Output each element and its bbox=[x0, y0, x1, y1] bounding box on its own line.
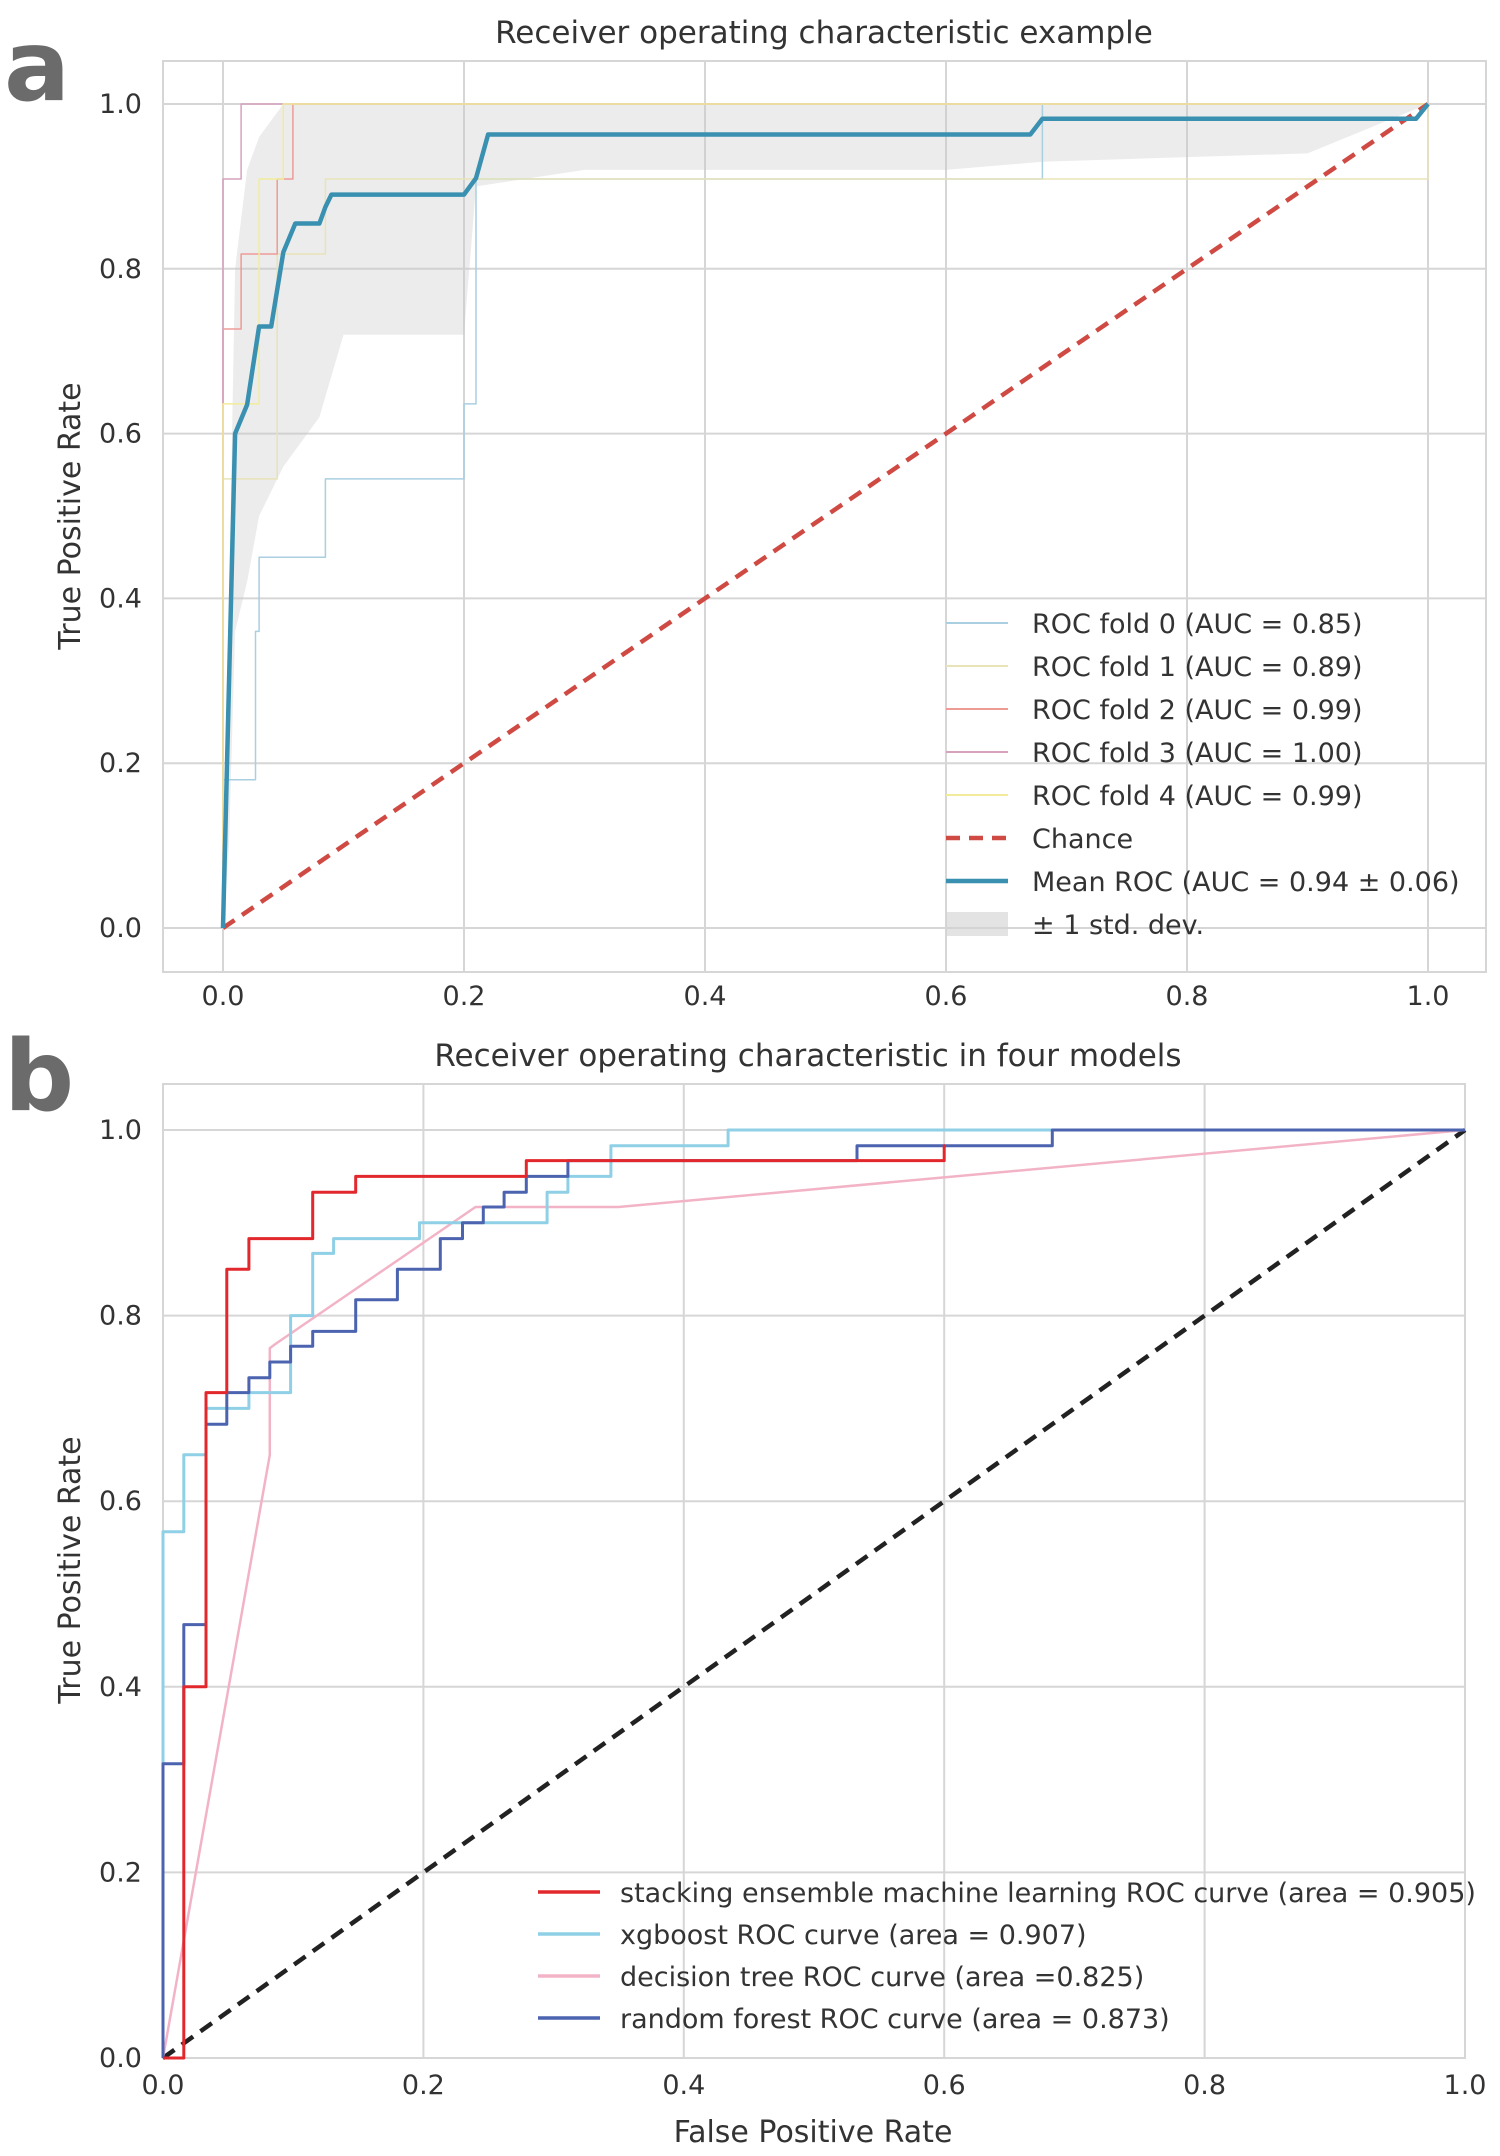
x-tick-label: 0.4 bbox=[684, 981, 727, 1012]
panel-letter-b: b bbox=[4, 1020, 74, 1134]
panel-a-chart: 0.0 0.2 0.4 0.6 0.8 1.0 0.0 0.2 0.4 0.6 0.8 1.0 Re… bbox=[53, 15, 1487, 1012]
legend-label: Mean ROC (AUC = 0.94 ± 0.06) bbox=[1032, 867, 1460, 898]
x-tick-label: 0.8 bbox=[1183, 2070, 1226, 2101]
legend-label: ROC fold 2 (AUC = 0.99) bbox=[1032, 695, 1363, 726]
panel-a-y-ticks: 0.0 0.2 0.4 0.6 0.8 1.0 bbox=[99, 89, 142, 944]
y-tick-label: 0.2 bbox=[99, 1857, 142, 1888]
legend-swatch-1-std-dev bbox=[946, 912, 1008, 936]
y-tick-label: 1.0 bbox=[99, 1115, 142, 1146]
y-tick-label: 0.8 bbox=[99, 254, 142, 285]
series-line-roc-fold-2-auc-0-99 bbox=[222, 103, 1428, 928]
legend-label: Chance bbox=[1032, 824, 1133, 855]
panel-b-y-ticks: 0.0 0.2 0.4 0.6 0.8 1.0 bbox=[99, 1115, 142, 2074]
series-line-diagonal bbox=[161, 1128, 1467, 2060]
legend-label: xgboost ROC curve (area = 0.907) bbox=[620, 1920, 1087, 1951]
series-line-roc-fold-4-auc-0-99 bbox=[222, 103, 1428, 928]
x-tick-label: 0.2 bbox=[443, 981, 486, 1012]
panel-a-series bbox=[220, 102, 1430, 930]
x-tick-label: 0.0 bbox=[142, 2070, 185, 2101]
x-tick-label: 0.6 bbox=[923, 2070, 966, 2101]
legend-label: random forest ROC curve (area = 0.873) bbox=[620, 2004, 1170, 2035]
panel-a-y-axis-label: True Positive Rate bbox=[53, 382, 88, 650]
panel-a-std-band bbox=[223, 104, 1428, 928]
panel-b-grid bbox=[162, 1084, 1466, 2059]
legend-label: ROC fold 3 (AUC = 1.00) bbox=[1032, 738, 1363, 769]
std-dev-band bbox=[223, 104, 1428, 928]
series-line-roc-fold-1-auc-0-89 bbox=[222, 104, 1429, 928]
panel-b-x-axis-label: False Positive Rate bbox=[674, 2115, 953, 2150]
panel-letter-a: a bbox=[4, 10, 70, 124]
panel-b-y-axis-label: True Positive Rate bbox=[53, 1436, 88, 1704]
panel-b-chart: 0.0 0.2 0.4 0.6 0.8 1.0 0.0 0.2 0.4 0.6 0.8 1.0 Re… bbox=[53, 1038, 1486, 2150]
y-tick-label: 1.0 bbox=[99, 89, 142, 120]
y-tick-label: 0.6 bbox=[99, 419, 142, 450]
y-tick-label: 0.0 bbox=[99, 2043, 142, 2074]
y-tick-label: 0.0 bbox=[99, 913, 142, 944]
x-tick-label: 0.2 bbox=[402, 2070, 445, 2101]
panel-a-title: Receiver operating characteristic exampl… bbox=[495, 15, 1153, 51]
x-tick-label: 0.6 bbox=[925, 981, 968, 1012]
x-tick-label: 1.0 bbox=[1444, 2070, 1487, 2101]
panel-b-plot-area bbox=[162, 1083, 1466, 2059]
x-tick-label: 1.0 bbox=[1407, 981, 1450, 1012]
legend-label: ± 1 std. dev. bbox=[1032, 910, 1204, 941]
y-tick-label: 0.8 bbox=[99, 1301, 142, 1332]
panel-b-legend: stacking ensemble machine learning ROC c… bbox=[538, 1878, 1476, 2035]
panel-b-series bbox=[161, 1128, 1467, 2060]
series-line-stacking-ensemble-machine-learning-roc-curve-area-0-905 bbox=[163, 1144, 946, 2060]
legend-label: ROC fold 4 (AUC = 0.99) bbox=[1032, 781, 1363, 812]
series-line-decision-tree-roc-curve-area-0-825 bbox=[161, 1128, 1466, 2059]
y-tick-label: 0.2 bbox=[99, 748, 142, 779]
y-tick-label: 0.6 bbox=[99, 1486, 142, 1517]
x-tick-label: 0.8 bbox=[1166, 981, 1209, 1012]
series-line-chance bbox=[221, 102, 1430, 930]
series-line-random-forest-roc-curve-area-0-873 bbox=[161, 1128, 1465, 2058]
panel-b-x-ticks: 0.0 0.2 0.4 0.6 0.8 1.0 bbox=[142, 2070, 1487, 2101]
panel-a-legend: ROC fold 0 (AUC = 0.85) ROC fold 1 (AUC =… bbox=[946, 609, 1460, 941]
x-tick-label: 0.4 bbox=[662, 2070, 705, 2101]
panel-b-title: Receiver operating characteristic in fou… bbox=[434, 1038, 1181, 1074]
y-tick-label: 0.4 bbox=[99, 583, 142, 614]
series-line-mean-roc-auc-0-94-0-06 bbox=[220, 102, 1430, 929]
panel-a-x-ticks: 0.0 0.2 0.4 0.6 0.8 1.0 bbox=[202, 981, 1450, 1012]
legend-label: ROC fold 1 (AUC = 0.89) bbox=[1032, 652, 1363, 683]
y-tick-label: 0.4 bbox=[99, 1672, 142, 1703]
legend-label: stacking ensemble machine learning ROC c… bbox=[620, 1878, 1476, 1909]
legend-label: ROC fold 0 (AUC = 0.85) bbox=[1032, 609, 1363, 640]
x-tick-label: 0.0 bbox=[202, 981, 245, 1012]
legend-label: decision tree ROC curve (area =0.825) bbox=[620, 1962, 1144, 1993]
